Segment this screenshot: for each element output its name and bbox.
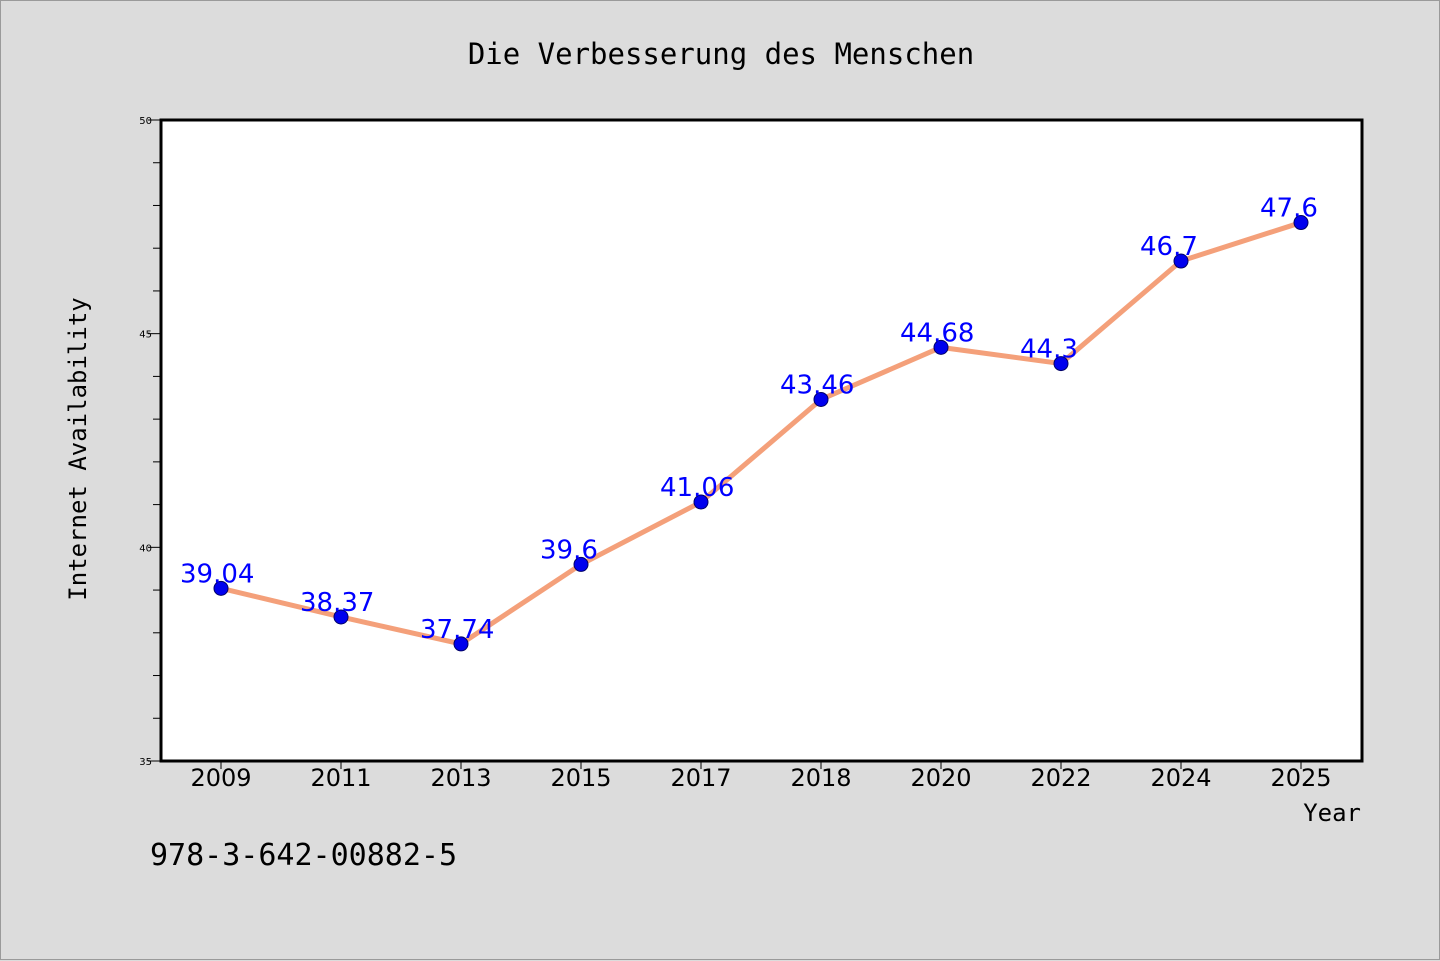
chart-title: Die Verbesserung des Menschen: [468, 37, 974, 71]
data-label: 46.7: [1140, 232, 1198, 262]
data-label: 44.3: [1020, 335, 1078, 365]
y-tick-label: 45: [139, 330, 152, 341]
data-point: [213, 580, 229, 596]
x-tick-label: 2020: [910, 764, 971, 792]
x-tick-label: 2015: [550, 764, 611, 792]
data-label: 44.68: [900, 318, 974, 348]
data-label: 41.06: [660, 473, 734, 503]
x-tick-label: 2017: [670, 764, 731, 792]
data-label: 37.74: [420, 615, 494, 645]
data-point: [453, 636, 469, 652]
data-point: [933, 339, 949, 355]
data-label: 47.6: [1260, 194, 1318, 224]
y-axis-label: Internet Availability: [64, 297, 92, 600]
data-label: 38.37: [300, 588, 374, 618]
y-tick-label: 35: [139, 757, 152, 768]
data-point: [813, 391, 829, 407]
x-tick-label: 2011: [310, 764, 371, 792]
x-axis-label: Year: [1303, 799, 1361, 827]
x-tick-label: 2025: [1270, 764, 1331, 792]
series-line: [218, 220, 1304, 647]
y-tick-label: 50: [139, 116, 152, 127]
data-point: [1293, 215, 1309, 231]
y-tick-label: 40: [139, 543, 152, 554]
data-label: 39.6: [540, 535, 598, 565]
data-point: [1053, 356, 1069, 372]
isbn-annotation: 978-3-642-00882-5: [150, 838, 457, 873]
data-label: 43.46: [780, 370, 854, 400]
series-group: 39.04 38.37 37.74 39.6 41.06 43.46 44.68 44.3 46…: [180, 194, 1318, 652]
data-point: [333, 609, 349, 625]
data-point: [693, 494, 709, 510]
x-tick-label: 2009: [190, 764, 251, 792]
x-tick-label: 2024: [1150, 764, 1211, 792]
x-tick-label: 2013: [430, 764, 491, 792]
data-point: [1173, 253, 1189, 269]
plot-area: [159, 118, 1364, 763]
x-tick-label: 2022: [1030, 764, 1091, 792]
y-axis: 35 40 45 50: [139, 116, 161, 768]
x-axis: 2009 2011 2013 2015 2017 2018 2020 2022 2024 2025: [190, 761, 1332, 792]
data-point: [573, 556, 589, 572]
x-tick-label: 2018: [790, 764, 851, 792]
data-label: 39.04: [180, 559, 254, 589]
